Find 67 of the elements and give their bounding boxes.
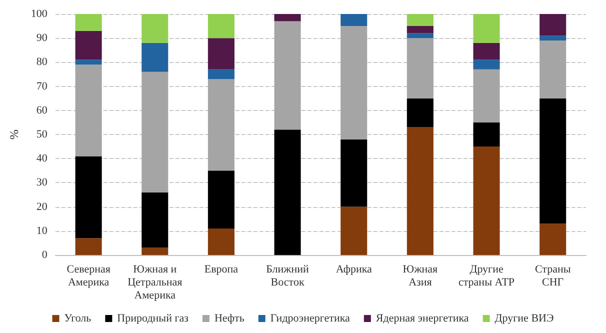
x-tick-label: Южная Азия <box>402 264 438 288</box>
bar <box>340 14 368 26</box>
bar <box>406 33 434 38</box>
bar <box>406 38 434 98</box>
y-tick-label: 80 <box>36 56 48 68</box>
y-axis-title: % <box>7 130 21 140</box>
legend-label: Гидроэнергетика <box>270 312 350 324</box>
y-tick-label: 60 <box>36 104 48 116</box>
bar <box>75 30 102 60</box>
x-tick-label: Ближний Восток <box>266 264 310 288</box>
bar <box>340 139 368 207</box>
legend-label: Уголь <box>64 312 92 324</box>
bar <box>540 98 566 224</box>
bar <box>540 224 566 255</box>
bar <box>208 38 234 70</box>
y-tick-label: 10 <box>36 224 48 237</box>
y-tick-label: 90 <box>36 32 48 44</box>
x-tick-label: Южная и Цетральная Америка <box>128 264 182 302</box>
bar <box>75 14 102 31</box>
x-tick-label: Северная Америка <box>66 264 110 288</box>
legend-label: Другие ВИЭ <box>494 312 554 324</box>
bar <box>406 127 434 255</box>
bar <box>274 14 301 22</box>
bar <box>142 248 168 255</box>
y-tick-label: 30 <box>36 176 48 189</box>
bar <box>75 238 102 255</box>
bar <box>540 14 566 36</box>
bar <box>340 206 368 255</box>
y-tick-label: 20 <box>36 200 48 213</box>
bar <box>540 36 566 41</box>
bar <box>340 26 368 140</box>
y-tick-label: 50 <box>36 128 48 140</box>
bar <box>208 14 234 38</box>
bar <box>406 98 434 128</box>
bar <box>208 228 234 255</box>
bar <box>75 156 102 238</box>
legend-label: Ядерная энергетика <box>376 312 469 324</box>
y-tick-label: 40 <box>36 152 48 165</box>
bar <box>208 79 234 171</box>
bar <box>473 69 500 122</box>
bar <box>75 60 102 65</box>
x-tick-label: Другие страны АТР <box>458 264 515 288</box>
y-tick-label: 100 <box>30 8 48 20</box>
bar <box>75 64 102 156</box>
legend-label: Нефть <box>214 312 244 324</box>
bar <box>274 21 301 130</box>
bar <box>142 72 168 192</box>
bar <box>142 42 168 72</box>
bar <box>473 14 500 43</box>
y-tick-label: 0 <box>42 249 48 261</box>
bar <box>473 146 500 255</box>
bar <box>142 192 168 248</box>
x-tick-label: Африка <box>336 264 372 276</box>
bar <box>473 122 500 147</box>
x-tick-label: Европа <box>204 264 238 276</box>
bar <box>406 26 434 34</box>
y-tick-label: 70 <box>36 80 48 92</box>
bar <box>142 14 168 43</box>
bar <box>473 42 500 60</box>
bar <box>473 60 500 70</box>
bar <box>208 170 234 228</box>
x-tick-label: Страны СНГ <box>534 264 572 288</box>
bar <box>540 40 566 98</box>
bar <box>274 130 301 255</box>
bar <box>208 69 234 80</box>
legend-label: Природный газ <box>117 312 188 324</box>
bar <box>406 14 434 26</box>
